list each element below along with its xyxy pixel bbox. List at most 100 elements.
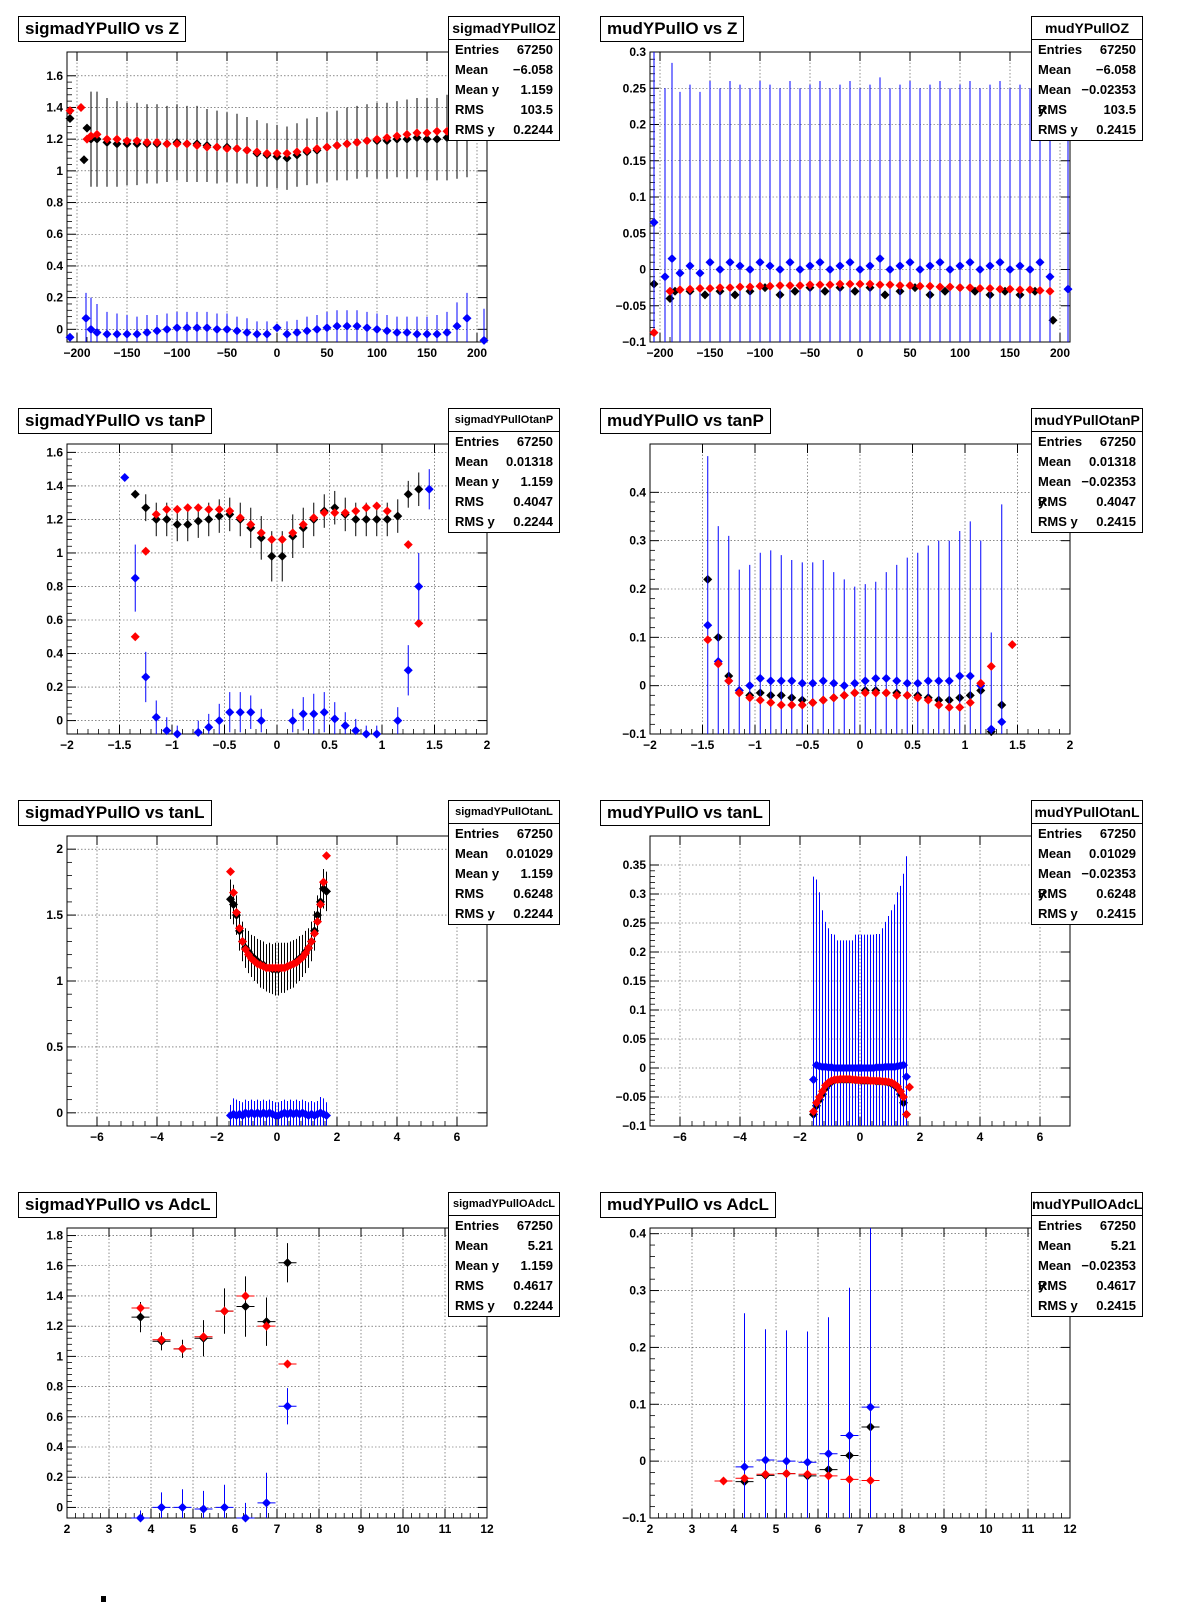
data-point <box>112 134 122 144</box>
data-point <box>92 129 102 139</box>
data-point <box>229 900 238 910</box>
data-point <box>252 329 262 339</box>
data-point <box>902 1072 911 1082</box>
y-tick-label: 0.35 <box>623 858 647 872</box>
stats-value: 5.21 <box>527 1238 553 1253</box>
x-tick-label: −50 <box>800 346 821 360</box>
data-point <box>755 257 765 267</box>
data-point <box>785 280 795 290</box>
data-point <box>766 698 776 708</box>
data-point <box>1063 284 1073 294</box>
stats-label: RMS <box>455 102 484 117</box>
data-point <box>845 257 855 267</box>
stats-value: 67250 <box>516 434 553 449</box>
stats-value: −0.02353 <box>1081 866 1136 881</box>
data-point <box>304 943 313 953</box>
data-point <box>361 503 371 513</box>
data-point <box>151 509 161 519</box>
data-point <box>761 1469 770 1479</box>
y-tick-label: 0.4 <box>629 485 646 499</box>
data-point <box>241 1291 250 1301</box>
data-point <box>835 261 845 271</box>
data-point <box>885 265 895 274</box>
data-point <box>808 698 818 708</box>
x-tick-label: −1 <box>748 738 762 752</box>
data-point <box>871 688 881 698</box>
y-tick-label: 0 <box>56 714 63 728</box>
data-point <box>1045 272 1055 282</box>
stats-value: 1.159 <box>520 474 553 489</box>
stats-row: Mean 0.01029 <box>1032 844 1142 864</box>
x-tick-label: 0 <box>857 346 864 360</box>
stats-row: Entries 67250 <box>1032 824 1142 844</box>
stats-value: 0.2415 <box>1096 122 1136 137</box>
data-point <box>905 280 915 290</box>
stats-name: sigmadYPullOZ <box>449 17 559 40</box>
data-point <box>204 514 214 524</box>
y-tick-label: 0.1 <box>629 630 646 644</box>
data-point <box>229 888 238 898</box>
series <box>809 1074 914 1119</box>
data-point <box>262 1498 271 1508</box>
series <box>714 1469 880 1486</box>
axes: −2 −1.5 −1 −0.5 0 0.5 1 1.5 2 0 0.2 0.4 0.6 0.8 1 1.2 1.… <box>46 444 491 752</box>
stats-label: RMS y <box>455 906 495 921</box>
stats-label: Entries <box>455 434 500 449</box>
data-point <box>995 284 1005 294</box>
data-point <box>192 323 202 333</box>
data-point <box>214 504 224 514</box>
data-point <box>235 513 245 523</box>
data-point <box>986 724 996 734</box>
stats-row: Mean y −0.02353 <box>1032 864 1142 901</box>
stats-name: mudYPullOZ <box>1032 17 1142 40</box>
x-tick-label: 2 <box>334 1130 341 1144</box>
data-point <box>703 620 713 630</box>
x-tick-label: 8 <box>316 1522 323 1536</box>
stats-box: mudYPullOAdcL Entries 67250 Mean 5.21 Mean y −… <box>1031 1192 1143 1317</box>
stats-row: Mean 5.21 <box>1032 1236 1142 1256</box>
data-point <box>915 265 925 274</box>
x-tick-label: 2 <box>1067 738 1074 752</box>
data-point <box>235 707 245 717</box>
data-point <box>1025 285 1035 295</box>
data-point <box>122 136 132 146</box>
stats-label: Entries <box>1038 434 1083 449</box>
y-tick-label: 0 <box>56 322 63 336</box>
y-tick-label: 1 <box>56 164 63 178</box>
data-point <box>292 147 302 157</box>
data-point <box>935 257 945 267</box>
data-point <box>803 1457 812 1467</box>
y-tick-label: 0.2 <box>46 680 63 694</box>
data-point <box>775 265 785 274</box>
y-tick-label: 1.4 <box>46 100 63 114</box>
x-tick-label: 0 <box>274 738 281 752</box>
x-tick-label: 10 <box>396 1522 410 1536</box>
data-point <box>818 695 828 705</box>
data-point <box>402 327 412 337</box>
stats-label: Mean <box>455 1238 489 1253</box>
data-point <box>252 147 262 157</box>
data-point <box>392 327 402 337</box>
y-tick-label: −0.1 <box>622 1511 646 1525</box>
data-point <box>382 326 392 336</box>
stats-value: 0.01318 <box>1089 454 1136 469</box>
stats-label: Mean y <box>455 866 500 881</box>
stats-label: Entries <box>1038 826 1083 841</box>
x-tick-label: −50 <box>217 346 238 360</box>
data-point <box>1005 265 1015 274</box>
data-point <box>809 1107 818 1116</box>
data-point <box>241 1513 250 1523</box>
data-point <box>479 335 489 345</box>
data-point <box>986 661 996 671</box>
data-point <box>361 514 371 524</box>
stats-label: RMS y <box>1038 1298 1078 1313</box>
data-point <box>1045 286 1055 296</box>
stats-row: Entries 67250 <box>449 1216 559 1236</box>
data-point <box>881 673 891 683</box>
data-point <box>81 313 91 323</box>
data-point <box>649 328 659 338</box>
series <box>226 851 331 973</box>
x-tick-label: 7 <box>274 1522 281 1536</box>
